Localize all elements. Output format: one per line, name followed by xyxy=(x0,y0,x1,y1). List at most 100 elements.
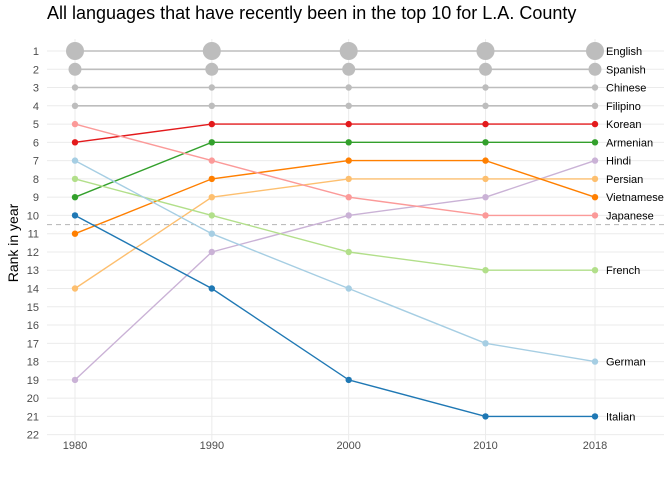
point-italian xyxy=(208,285,215,292)
point-english xyxy=(476,42,495,60)
point-armenian xyxy=(208,139,215,146)
series-label-italian: Italian xyxy=(606,411,635,423)
y-tick-label: 12 xyxy=(27,247,39,259)
point-hindi xyxy=(71,376,79,384)
y-tick-label: 15 xyxy=(27,302,39,314)
point-persian xyxy=(591,175,599,183)
point-chinese xyxy=(71,84,79,91)
point-hindi xyxy=(208,248,215,256)
point-german xyxy=(482,340,489,347)
point-persian xyxy=(345,175,352,183)
point-german xyxy=(591,358,599,365)
point-italian xyxy=(591,413,599,420)
gridlines xyxy=(47,39,664,441)
point-english xyxy=(66,42,84,60)
x-tick-label: 2000 xyxy=(336,440,360,452)
point-armenian xyxy=(482,139,489,146)
series-label-filipino: Filipino xyxy=(606,101,641,113)
series-label-vietnamese: Vietnamese xyxy=(606,192,664,204)
point-armenian xyxy=(345,139,352,146)
point-italian xyxy=(345,376,352,384)
point-filipino xyxy=(208,102,215,110)
point-filipino xyxy=(345,102,352,110)
series-label-chinese: Chinese xyxy=(606,83,646,95)
point-japanese xyxy=(208,157,215,164)
point-japanese xyxy=(591,212,599,219)
y-tick-label: 8 xyxy=(33,174,39,186)
point-spanish xyxy=(205,62,219,76)
y-tick-label: 16 xyxy=(27,320,39,332)
point-vietnamese xyxy=(345,157,352,164)
y-tick-label: 1 xyxy=(33,46,39,58)
point-korean xyxy=(71,139,79,146)
series-label-german: German xyxy=(606,357,646,369)
y-tick-label: 22 xyxy=(27,430,39,442)
point-chinese xyxy=(482,84,489,91)
point-armenian xyxy=(591,139,599,146)
y-tick-label: 6 xyxy=(33,137,39,149)
point-german xyxy=(208,230,215,237)
point-korean xyxy=(482,120,489,128)
y-tick-label: 5 xyxy=(33,119,39,131)
point-persian xyxy=(208,194,215,201)
y-tick-label: 20 xyxy=(27,393,39,405)
point-english xyxy=(339,42,358,60)
point-french xyxy=(71,175,79,183)
series-points xyxy=(66,42,604,420)
point-english xyxy=(202,42,221,60)
point-french xyxy=(345,248,352,256)
x-tick-label: 2010 xyxy=(473,440,497,452)
y-tick-label: 19 xyxy=(27,375,39,387)
point-french xyxy=(208,212,215,219)
series-label-hindi: Hindi xyxy=(606,156,631,168)
point-japanese xyxy=(71,120,79,128)
y-tick-label: 11 xyxy=(28,229,39,241)
series-label-korean: Korean xyxy=(606,119,641,131)
point-armenian xyxy=(71,194,79,201)
point-persian xyxy=(71,285,79,292)
point-spanish xyxy=(588,62,602,76)
y-tick-label: 4 xyxy=(33,101,39,113)
y-tick-label: 7 xyxy=(33,156,39,168)
point-filipino xyxy=(482,102,489,110)
y-tick-label: 2 xyxy=(33,64,39,76)
point-french xyxy=(482,267,489,274)
x-tick-labels: 1980 1990 2000 2010 2018 xyxy=(63,440,607,452)
point-vietnamese xyxy=(591,194,599,201)
series-label-french: French xyxy=(606,265,640,277)
point-chinese xyxy=(591,84,599,91)
point-vietnamese xyxy=(482,157,489,164)
point-italian xyxy=(71,212,79,219)
point-hindi xyxy=(591,157,599,164)
point-vietnamese xyxy=(208,175,215,183)
point-spanish xyxy=(479,62,492,76)
series-label-armenian: Armenian xyxy=(606,137,653,149)
y-tick-label: 3 xyxy=(33,83,39,95)
x-tick-label: 1980 xyxy=(63,440,87,452)
y-tick-label: 17 xyxy=(27,338,39,350)
series-labels: English Spanish Chinese Filipino Korean Armen… xyxy=(606,46,664,423)
y-tick-label: 14 xyxy=(27,284,39,296)
point-spanish xyxy=(68,62,82,76)
chart-title: All languages that have recently been in… xyxy=(47,3,576,23)
point-spanish xyxy=(342,62,356,76)
point-korean xyxy=(591,120,599,128)
y-tick-label: 21 xyxy=(27,411,39,423)
series-label-spanish: Spanish xyxy=(606,64,646,76)
point-italian xyxy=(482,413,489,420)
y-tick-label: 18 xyxy=(27,357,39,369)
series-label-english: English xyxy=(606,46,642,58)
point-german xyxy=(71,157,79,164)
y-tick-label: 13 xyxy=(27,265,39,277)
point-chinese xyxy=(208,84,215,91)
point-filipino xyxy=(71,102,79,110)
point-filipino xyxy=(591,102,599,110)
point-korean xyxy=(345,120,352,128)
point-english xyxy=(586,42,604,60)
point-chinese xyxy=(345,84,352,91)
y-axis-label: Rank in year xyxy=(5,203,21,282)
y-tick-label: 9 xyxy=(33,192,39,204)
